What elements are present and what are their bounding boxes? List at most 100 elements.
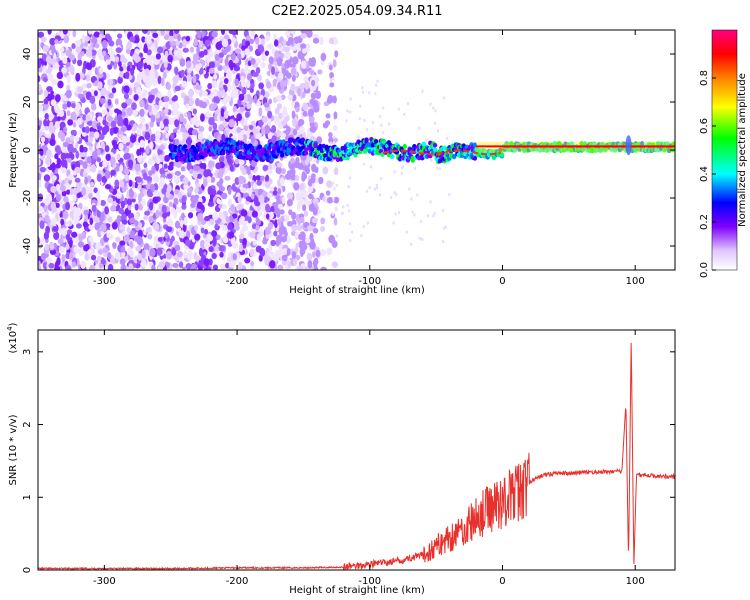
heatmap-cell	[88, 236, 94, 243]
heatmap-cell	[416, 193, 419, 197]
heatmap-cell	[71, 103, 76, 109]
heatmap-cell	[54, 39, 59, 45]
heatmap-cell	[87, 248, 94, 256]
heatmap-cell	[104, 206, 109, 215]
heatmap-cell	[174, 67, 179, 76]
heatmap-cell	[304, 81, 310, 90]
heatmap-cell	[100, 199, 106, 207]
heatmap-cell	[93, 31, 100, 38]
heatmap-cell	[281, 254, 288, 262]
heatmap-cell	[167, 164, 174, 171]
heatmap-cell	[298, 240, 304, 250]
heatmap-cell	[58, 246, 63, 253]
heatmap-cell	[144, 68, 150, 77]
heatmap-cell	[210, 188, 217, 196]
heatmap-cell	[61, 227, 67, 237]
heatmap-cell	[222, 64, 227, 71]
heatmap-cell	[245, 196, 252, 202]
heatmap-cell	[369, 165, 373, 169]
heatmap-cell	[282, 39, 287, 47]
heatmap-cell	[326, 180, 333, 189]
heatmap-cell	[227, 186, 232, 195]
heatmap-cell	[71, 261, 77, 268]
heatmap-cell	[163, 163, 168, 169]
heatmap-cell	[203, 258, 210, 267]
heatmap-cell	[187, 111, 192, 121]
heatmap-cell	[239, 106, 245, 112]
heatmap-cell	[72, 121, 77, 128]
heatmap-cell	[315, 249, 321, 258]
heatmap-cell	[302, 102, 309, 111]
heatmap-cell	[110, 169, 116, 176]
heatmap-cell	[143, 188, 147, 196]
heatmap-cell	[46, 257, 52, 265]
heatmap-cell	[257, 144, 263, 150]
heatmap-cell	[379, 114, 382, 119]
heatmap-cell	[142, 74, 147, 83]
heatmap-cell	[296, 202, 301, 211]
heatmap-cell	[276, 218, 282, 226]
heatmap-cell	[230, 204, 236, 213]
heatmap-cell	[196, 201, 203, 210]
heatmap-cell	[328, 136, 334, 145]
heatmap-cell	[186, 136, 192, 146]
heatmap-cell	[69, 134, 75, 141]
heatmap-cell	[211, 230, 218, 237]
heatmap-cell	[74, 177, 81, 183]
heatmap-cell	[172, 128, 179, 134]
heatmap-cell	[160, 77, 165, 87]
heatmap-cell	[206, 234, 214, 242]
x-tick-label: 0	[499, 276, 505, 287]
heatmap-cell	[100, 223, 107, 233]
heatmap-cell	[97, 72, 104, 79]
heatmap-cell	[231, 213, 238, 219]
heatmap-cell	[268, 178, 273, 185]
heatmap-cell	[182, 118, 187, 125]
heatmap-cell	[229, 62, 234, 71]
heatmap-cell	[234, 158, 239, 165]
heatmap-cell	[66, 101, 72, 108]
heatmap-cell	[182, 132, 190, 139]
heatmap-cell	[60, 167, 67, 174]
heatmap-cell	[40, 252, 47, 261]
heatmap-cell	[135, 86, 142, 95]
heatmap-cell	[68, 239, 73, 248]
heatmap-cell	[129, 134, 137, 143]
heatmap-cell	[219, 251, 224, 258]
heatmap-cell	[134, 81, 141, 88]
heatmap-cell	[441, 240, 445, 244]
heatmap-cell	[198, 162, 206, 169]
heatmap-cell	[264, 50, 269, 56]
heatmap-cell	[201, 30, 206, 37]
heatmap-cell	[233, 89, 239, 98]
heatmap-cell	[345, 119, 348, 123]
heatmap-cell	[230, 236, 236, 246]
heatmap-cell	[259, 175, 265, 181]
heatmap-cell	[73, 246, 80, 254]
colorbar-tick-label: 0.4	[699, 166, 710, 182]
heatmap-cell	[43, 231, 50, 240]
heatmap-cell	[67, 229, 73, 235]
heatmap-cell	[218, 52, 225, 59]
heatmap-cell	[182, 223, 187, 233]
heatmap-cell	[86, 82, 92, 89]
heatmap-cell	[92, 150, 98, 160]
heatmap-cell	[181, 195, 186, 204]
heatmap-cell	[199, 67, 204, 75]
heatmap-cell	[240, 209, 248, 217]
heatmap-cell	[286, 247, 291, 256]
heatmap-cell	[131, 102, 137, 111]
heatmap-cell	[156, 46, 164, 54]
heatmap-cell	[266, 192, 273, 199]
heatmap-cell	[101, 109, 108, 115]
heatmap-cell	[172, 262, 179, 269]
heatmap-cell	[258, 107, 263, 117]
heatmap-cell	[177, 33, 181, 42]
heatmap-cell	[187, 212, 194, 219]
heatmap-cell	[147, 104, 152, 113]
heatmap-cell	[371, 121, 375, 125]
heatmap-cell	[46, 149, 52, 158]
heatmap-cell	[93, 131, 100, 139]
heatmap-cell	[38, 75, 41, 83]
